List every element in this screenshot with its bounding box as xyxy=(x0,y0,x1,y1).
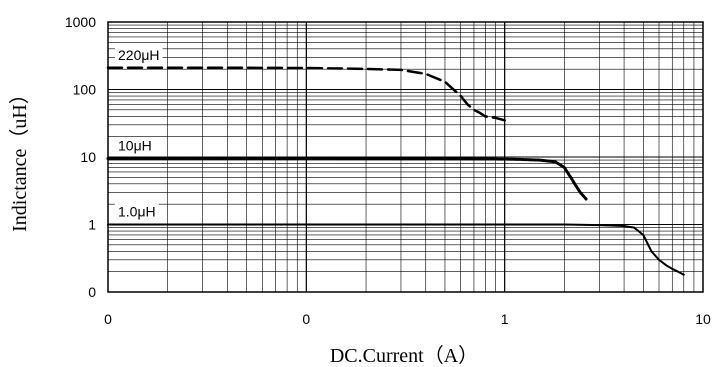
y-tick-label: 10 xyxy=(80,149,96,165)
series-label-2: 1.0μH xyxy=(118,204,156,220)
series-line-2 xyxy=(107,223,685,276)
grid-lines xyxy=(107,21,704,293)
y-axis-label: Indictance（uH） xyxy=(8,84,31,232)
x-axis-label: DC.Current（A） xyxy=(330,344,478,367)
x-tick-label: 0 xyxy=(104,311,112,327)
x-tick-label: 0 xyxy=(302,311,310,327)
x-tick-label: 10 xyxy=(695,311,711,327)
series-line-1 xyxy=(106,157,589,202)
y-tick-label: 100 xyxy=(73,82,97,98)
series-layer: 220μH 10μH 1.0μH xyxy=(106,46,685,276)
y-tick-label: 0 xyxy=(88,284,96,300)
y-tick-label: 1 xyxy=(88,217,96,233)
y-tick-label: 1000 xyxy=(65,14,96,30)
series-label-bg xyxy=(115,203,159,221)
series-label-bg xyxy=(115,137,155,155)
x-tick-label: 1 xyxy=(501,311,509,327)
series-label-bg xyxy=(115,46,163,64)
series-label-0: 220μH xyxy=(118,47,160,63)
series-line-0 xyxy=(106,66,506,122)
series-label-1: 10μH xyxy=(118,138,152,154)
